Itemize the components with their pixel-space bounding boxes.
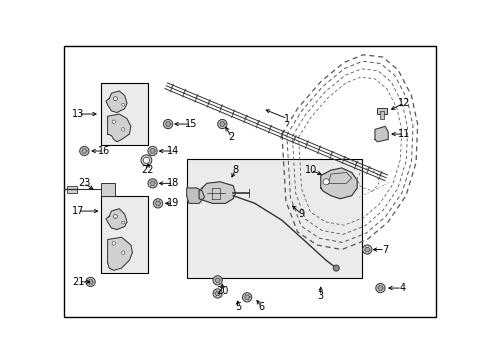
- Circle shape: [112, 242, 115, 245]
- Text: 22: 22: [142, 165, 154, 175]
- Circle shape: [364, 247, 369, 252]
- Circle shape: [86, 277, 95, 287]
- Text: 6: 6: [258, 302, 264, 311]
- Circle shape: [150, 181, 155, 186]
- Circle shape: [122, 103, 124, 106]
- Polygon shape: [106, 91, 127, 112]
- Circle shape: [332, 265, 339, 271]
- Polygon shape: [106, 209, 127, 230]
- Text: 14: 14: [167, 146, 179, 156]
- Text: 13: 13: [72, 109, 84, 119]
- Circle shape: [244, 295, 249, 300]
- Circle shape: [141, 155, 151, 166]
- Circle shape: [153, 199, 163, 208]
- Circle shape: [362, 245, 371, 254]
- Text: 16: 16: [98, 146, 110, 156]
- Text: 4: 4: [398, 283, 405, 293]
- Bar: [186, 159, 361, 278]
- Bar: [380, 111, 383, 119]
- Circle shape: [112, 120, 115, 123]
- Text: 10: 10: [304, 165, 316, 175]
- Circle shape: [165, 122, 170, 126]
- Polygon shape: [186, 188, 204, 203]
- Polygon shape: [199, 182, 235, 203]
- Circle shape: [155, 201, 160, 206]
- Text: 19: 19: [167, 198, 179, 208]
- Circle shape: [377, 286, 382, 291]
- Circle shape: [150, 149, 155, 153]
- Text: 15: 15: [185, 119, 197, 129]
- Text: 8: 8: [232, 165, 238, 175]
- Bar: [377, 108, 386, 114]
- Circle shape: [220, 122, 224, 126]
- Text: 9: 9: [298, 209, 304, 219]
- Bar: [101, 183, 115, 195]
- Circle shape: [143, 157, 149, 163]
- Circle shape: [148, 179, 157, 188]
- Circle shape: [113, 215, 117, 219]
- Circle shape: [148, 147, 157, 156]
- Circle shape: [215, 291, 220, 296]
- Circle shape: [163, 120, 172, 129]
- Text: 20: 20: [216, 286, 228, 296]
- Circle shape: [113, 97, 117, 100]
- Text: 7: 7: [381, 244, 387, 255]
- Text: 1: 1: [284, 114, 290, 123]
- Text: 18: 18: [167, 178, 179, 188]
- Circle shape: [215, 278, 220, 283]
- Circle shape: [323, 179, 328, 185]
- Circle shape: [242, 293, 251, 302]
- Text: 2: 2: [228, 132, 234, 142]
- Circle shape: [122, 221, 124, 224]
- Circle shape: [375, 283, 384, 293]
- Text: 23: 23: [78, 178, 90, 188]
- Text: 17: 17: [72, 206, 84, 216]
- Circle shape: [80, 147, 89, 156]
- Text: 11: 11: [397, 129, 409, 139]
- Circle shape: [88, 280, 93, 284]
- Circle shape: [213, 276, 222, 285]
- Bar: [67, 186, 77, 193]
- Circle shape: [121, 128, 124, 131]
- Circle shape: [121, 251, 124, 254]
- Bar: [101, 195, 148, 273]
- Circle shape: [217, 120, 226, 129]
- Text: 12: 12: [397, 98, 409, 108]
- Text: 21: 21: [72, 277, 84, 287]
- Circle shape: [82, 149, 86, 153]
- Polygon shape: [107, 114, 131, 142]
- Circle shape: [213, 289, 222, 298]
- Text: 5: 5: [234, 302, 241, 311]
- Bar: [101, 83, 148, 145]
- Text: 3: 3: [317, 291, 323, 301]
- Polygon shape: [374, 126, 387, 142]
- Polygon shape: [320, 168, 356, 199]
- Polygon shape: [107, 237, 132, 270]
